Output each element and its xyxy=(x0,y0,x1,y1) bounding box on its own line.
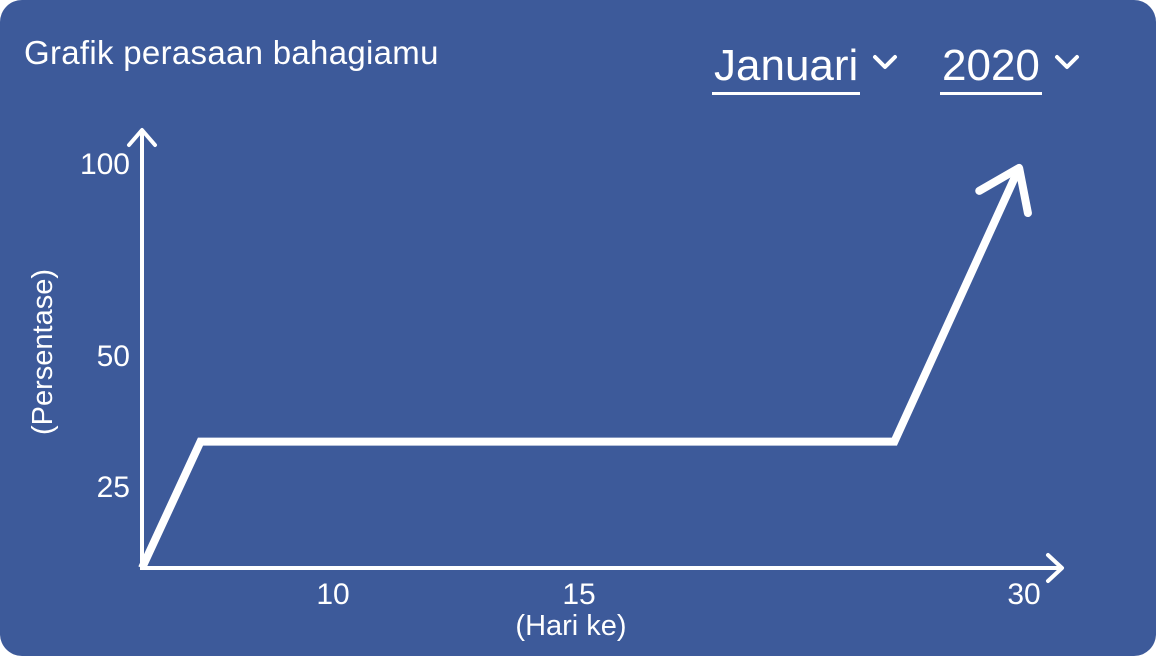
y-tick-label: 100 xyxy=(80,148,130,181)
y-axis xyxy=(127,128,157,568)
x-tick-label: 10 xyxy=(316,578,349,611)
chevron-down-icon xyxy=(873,55,898,69)
series-layer xyxy=(138,163,1032,570)
x-axis xyxy=(140,553,1064,583)
x-tick-label: 30 xyxy=(1007,578,1040,611)
chevron-down-icon xyxy=(1054,55,1079,69)
month-value: Januari xyxy=(712,40,861,95)
y-tick-label: 25 xyxy=(97,471,130,504)
series-line-0 xyxy=(138,166,1023,570)
chart-title: Grafik perasaan bahagiamu xyxy=(24,34,439,71)
x-axis-label: (Hari ke) xyxy=(515,610,626,642)
y-axis-label: (Persentase) xyxy=(27,269,59,435)
y-tick-label: 50 xyxy=(97,340,130,373)
series-arrowhead-0 xyxy=(975,163,1032,218)
year-value: 2020 xyxy=(940,40,1042,95)
month-dropdown[interactable]: Januari xyxy=(712,40,900,96)
year-dropdown[interactable]: 2020 xyxy=(940,40,1082,96)
x-tick-label: 15 xyxy=(562,578,595,611)
